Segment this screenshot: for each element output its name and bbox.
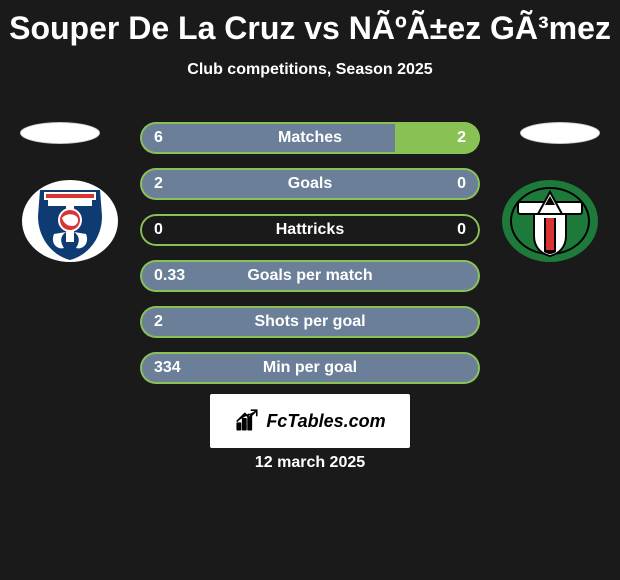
stat-fill-left xyxy=(140,168,480,200)
stat-row: 0 0Hattricks xyxy=(140,214,480,246)
subtitle: Club competitions, Season 2025 xyxy=(0,61,620,79)
stat-value-right xyxy=(452,306,480,338)
stat-value-right: 0 xyxy=(443,168,480,200)
stats-container: 62Matches20Goals00Hattricks0.33Goals per… xyxy=(140,122,480,398)
stat-value-right xyxy=(452,260,480,292)
stat-value-right: 0 xyxy=(443,214,480,246)
stat-fill-left xyxy=(140,122,395,154)
chart-icon xyxy=(234,408,260,434)
stat-value-right: 2 xyxy=(443,122,480,154)
stat-label: Hattricks xyxy=(140,214,480,246)
player-shadow-left xyxy=(20,122,100,144)
stat-value-left: 2 xyxy=(140,168,177,200)
player-shadow-right xyxy=(520,122,600,144)
stat-value-left: 0.33 xyxy=(140,260,199,292)
brand-box: FcTables.com xyxy=(210,394,410,448)
page-title: Souper De La Cruz vs NÃºÃ±ez GÃ³mez xyxy=(0,0,620,47)
date-text: 12 march 2025 xyxy=(0,454,620,472)
stat-row: 334Min per goal xyxy=(140,352,480,384)
crest-left-svg xyxy=(20,178,120,264)
stat-row: 20Goals xyxy=(140,168,480,200)
stat-row: 2Shots per goal xyxy=(140,306,480,338)
stat-value-left: 0 xyxy=(140,214,177,246)
crest-right-svg xyxy=(500,178,600,264)
club-crest-left xyxy=(20,178,120,264)
stat-row-border xyxy=(140,214,480,246)
stat-value-left: 2 xyxy=(140,306,177,338)
stat-row: 0.33Goals per match xyxy=(140,260,480,292)
stat-value-left: 6 xyxy=(140,122,177,154)
brand-text: FcTables.com xyxy=(266,411,385,432)
stat-row: 62Matches xyxy=(140,122,480,154)
club-crest-right xyxy=(500,178,600,264)
stat-value-right xyxy=(452,352,480,384)
stat-value-left: 334 xyxy=(140,352,195,384)
stat-fill-left xyxy=(140,306,480,338)
